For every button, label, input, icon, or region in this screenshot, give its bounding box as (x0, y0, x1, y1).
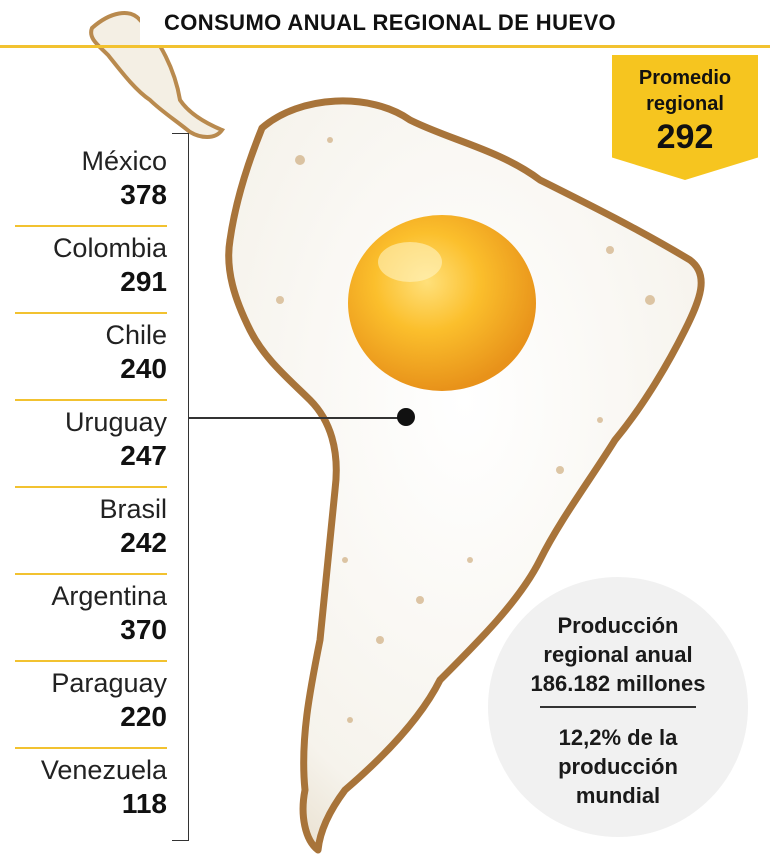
list-item: Uruguay 247 (15, 401, 167, 488)
list-item: México 378 (15, 140, 167, 227)
country-value: 291 (120, 266, 167, 297)
list-item: Argentina 370 (15, 575, 167, 662)
regional-average-badge: Promedio regional 292 (612, 55, 758, 180)
list-item: Paraguay 220 (15, 662, 167, 749)
world-share-percent: 12,2% (558, 725, 622, 750)
country-value: 118 (121, 788, 167, 819)
production-info-circle: Producción regional anual 186.182 millon… (488, 577, 748, 837)
production-label-line1: Producción (557, 613, 679, 638)
title-rule (0, 45, 770, 48)
badge-label-line1: Promedio (638, 67, 732, 89)
page-title: CONSUMO ANUAL REGIONAL DE HUEVO (164, 9, 617, 35)
country-name: México (81, 146, 167, 176)
country-value: 242 (120, 527, 167, 558)
country-value: 240 (120, 353, 167, 384)
country-name: Brasil (99, 494, 167, 524)
country-name: Venezuela (40, 755, 167, 785)
list-item: Chile 240 (15, 314, 167, 401)
connector-line (188, 417, 406, 419)
world-share-text: de la (621, 725, 678, 750)
production-label-line2: regional anual (543, 642, 693, 667)
country-name: Paraguay (51, 668, 167, 698)
country-value: 370 (120, 614, 167, 645)
country-name: Colombia (52, 233, 167, 263)
south-america-egg-white (225, 97, 705, 854)
country-value: 220 (120, 701, 167, 732)
world-share-line2: producción (558, 754, 678, 779)
title-bar: CONSUMO ANUAL REGIONAL DE HUEVO (0, 0, 770, 48)
yolk-highlight (378, 242, 442, 282)
country-name: Argentina (51, 581, 167, 611)
country-name: Uruguay (64, 407, 167, 437)
world-share-line3: mundial (575, 783, 661, 808)
country-value: 247 (120, 440, 167, 471)
list-item: Brasil 242 (15, 488, 167, 575)
list-item: Venezuela 118 (15, 749, 167, 836)
world-share-line: 12,2% de la (488, 723, 748, 752)
list-item: Colombia 291 (15, 227, 167, 314)
list-bracket (172, 133, 189, 841)
country-list: México 378 Colombia 291 Chile 240 Urugua… (15, 140, 167, 836)
production-value: 186.182 millones (530, 671, 706, 696)
country-name: Chile (105, 320, 167, 350)
egg-yolk (348, 215, 536, 391)
badge-value: 292 (656, 118, 714, 156)
badge-label-line2: regional (646, 93, 724, 115)
crisp-speckles (276, 137, 655, 723)
info-divider (540, 706, 696, 708)
country-value: 378 (120, 179, 167, 210)
location-dot-icon (397, 408, 415, 426)
title-box: CONSUMO ANUAL REGIONAL DE HUEVO (140, 0, 641, 45)
